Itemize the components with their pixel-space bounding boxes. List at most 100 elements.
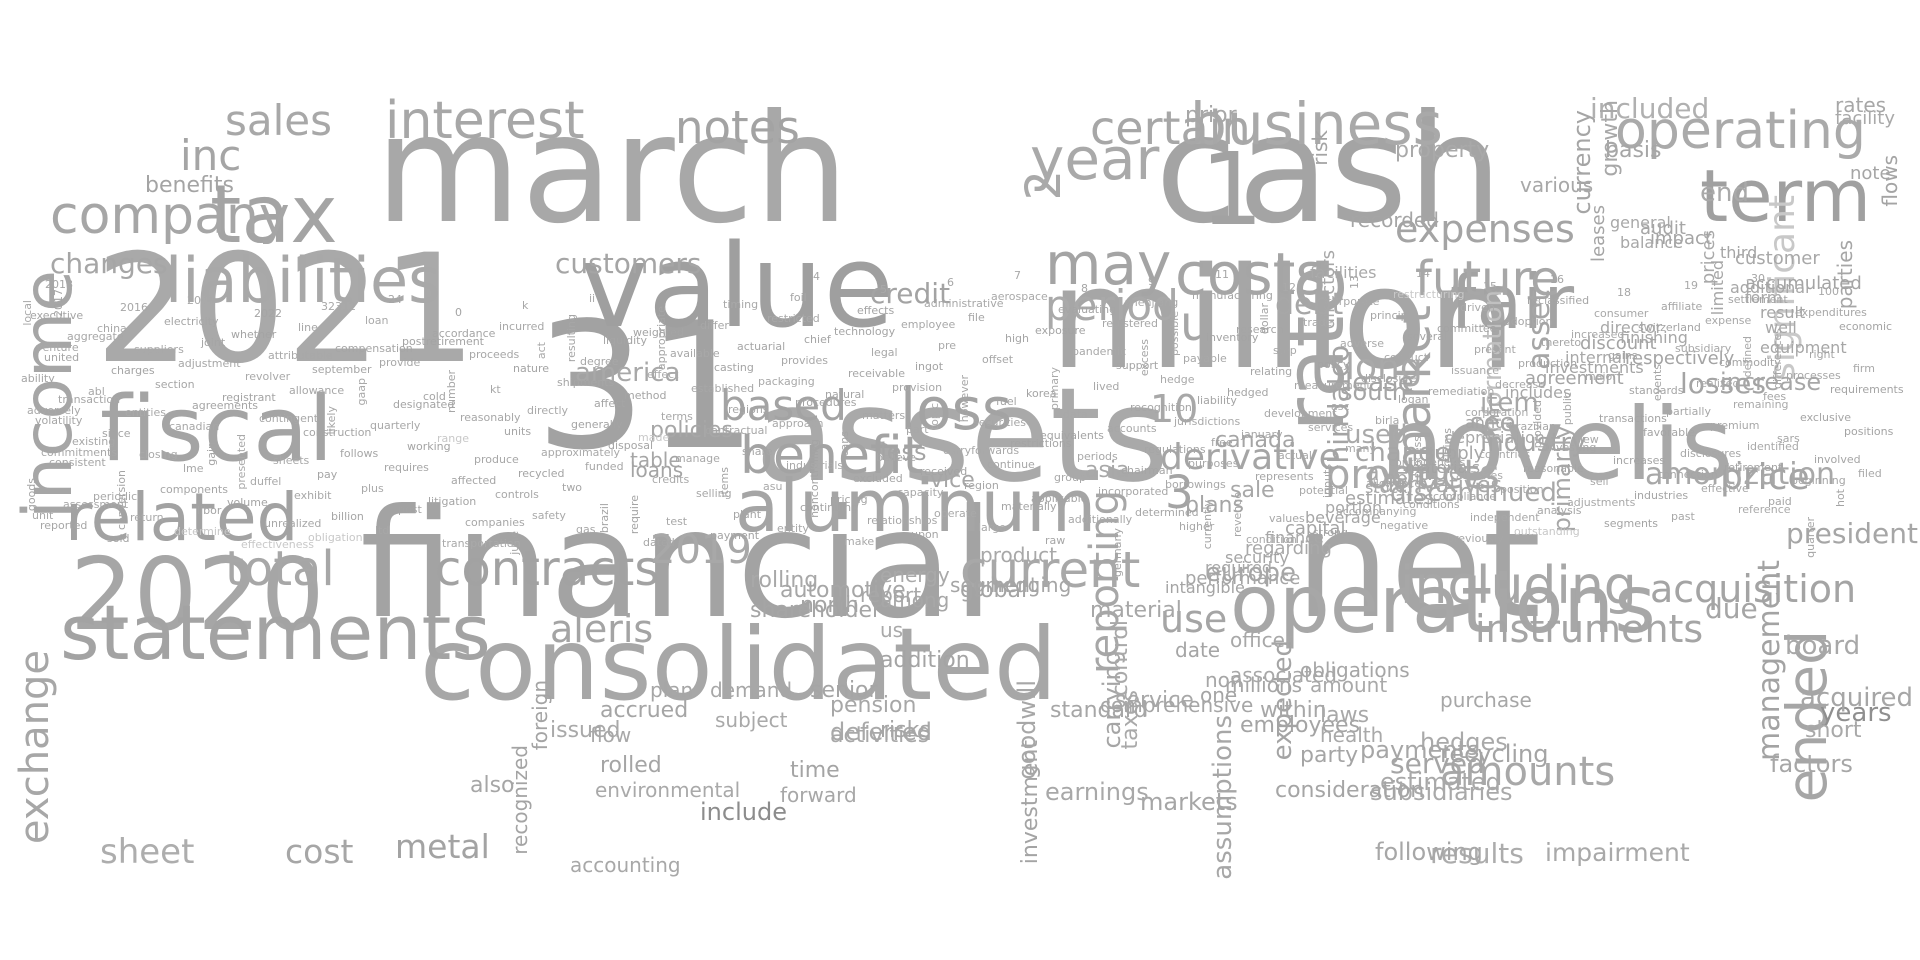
cloud-word: 13: [1348, 275, 1361, 289]
cloud-word: many: [1345, 442, 1376, 455]
cloud-word: change: [1355, 438, 1451, 468]
cloud-word: current: [960, 541, 1141, 599]
cloud-word: standards: [1629, 384, 1684, 397]
cloud-word: well: [1765, 318, 1797, 337]
cloud-word: chairman: [1121, 464, 1173, 477]
cloud-word: industry: [1480, 428, 1587, 458]
cloud-word: production: [1518, 357, 1578, 370]
cloud-word: applicable: [1031, 492, 1088, 505]
cloud-word: fair: [1450, 258, 1575, 346]
cloud-word: strong: [1313, 526, 1349, 539]
cloud-word: earnings: [1045, 778, 1149, 806]
cloud-word: payments: [1360, 736, 1480, 764]
cloud-word: units: [504, 425, 532, 438]
cloud-word: short: [1805, 718, 1862, 743]
cloud-word: identified: [1747, 440, 1799, 453]
cloud-word: working: [407, 440, 451, 453]
cloud-word: effect: [647, 368, 679, 381]
cloud-word: rates: [1835, 93, 1887, 117]
cloud-word: upon: [911, 528, 939, 541]
cloud-word: estimated: [1380, 768, 1501, 796]
cloud-word: cash: [1155, 83, 1503, 257]
cloud-word: brazil: [598, 503, 611, 534]
cloud-word: report: [860, 583, 922, 607]
cloud-word: method: [624, 389, 667, 402]
cloud-word: korea: [1026, 387, 1057, 400]
cloud-word: period: [1045, 281, 1179, 330]
cloud-word: materials: [1405, 458, 1481, 477]
cloud-word: public: [1561, 392, 1574, 426]
cloud-word: portion: [1325, 498, 1383, 517]
cloud-word: adjustments: [1567, 496, 1636, 509]
cloud-word: lease: [1345, 368, 1414, 398]
cloud-word: 7: [1014, 269, 1021, 282]
cloud-word: 10: [1150, 387, 1199, 431]
cloud-word: 2: [1016, 170, 1072, 201]
cloud-word: past: [1671, 510, 1695, 523]
cloud-word: balance: [1620, 233, 1683, 252]
cloud-word: legal: [871, 346, 898, 359]
cloud-word: regarding: [1245, 538, 1332, 559]
cloud-word: included: [1590, 92, 1710, 125]
cloud-word: basis: [1605, 138, 1662, 163]
cloud-word: affected: [451, 474, 497, 487]
cloud-word: march: [375, 83, 849, 257]
cloud-word: rolling: [750, 568, 819, 593]
cloud-word: weighted: [633, 326, 684, 339]
cloud-word: natural: [825, 388, 865, 401]
cloud-word: pricing: [830, 493, 868, 506]
cloud-word: ability: [21, 372, 55, 385]
cloud-word: however: [958, 375, 971, 423]
cloud-word: exchange: [12, 650, 58, 845]
cloud-word: 100: [1818, 285, 1839, 298]
cloud-word: negative: [1380, 519, 1429, 532]
cloud-word: compensation: [335, 342, 413, 355]
cloud-word: controls: [495, 488, 539, 501]
cloud-word: components: [160, 483, 228, 496]
cloud-word: adverse: [1340, 337, 1385, 350]
cloud-word: gaap: [355, 378, 368, 406]
cloud-word: affiliate: [1661, 300, 1703, 313]
cloud-word: cans: [838, 431, 851, 457]
cloud-word: regulations: [1144, 443, 1206, 456]
cloud-word: related: [65, 479, 299, 556]
cloud-word: committee: [1437, 322, 1497, 335]
cloud-word: incurred: [499, 320, 545, 333]
cloud-word: presented: [235, 434, 248, 490]
cloud-word: benefits: [145, 173, 234, 198]
cloud-word: loan: [365, 314, 389, 327]
cloud-word: remaining: [1733, 398, 1789, 411]
cloud-word: business: [1190, 90, 1443, 158]
cloud-word: fuel: [996, 395, 1017, 408]
cloud-word: abl: [88, 385, 105, 398]
cloud-word: 30: [1751, 272, 1765, 285]
cloud-word: used: [1345, 420, 1408, 450]
cloud-word: date: [1175, 638, 1221, 662]
cloud-word: economic: [1839, 320, 1893, 333]
cloud-word: hedging: [990, 573, 1072, 597]
cloud-word: chief: [804, 333, 831, 346]
cloud-word: 3: [1165, 466, 1194, 519]
cloud-word: use: [1160, 597, 1228, 641]
cloud-word: thereto: [1541, 336, 1582, 349]
cloud-word: increase: [1720, 368, 1822, 396]
cloud-word: joint: [201, 336, 226, 349]
cloud-word: pandemic: [1072, 345, 1127, 358]
cloud-word: pension: [830, 693, 917, 718]
cloud-word: postretirement: [402, 335, 484, 348]
cloud-word: available: [670, 347, 720, 360]
cloud-word: 2016: [120, 301, 148, 314]
cloud-word: operations: [1230, 558, 1656, 651]
cloud-word: kt: [490, 383, 501, 396]
cloud-word: technology: [834, 325, 896, 338]
cloud-word: gain: [205, 442, 218, 466]
cloud-word: net: [1295, 478, 1542, 652]
cloud-word: acquisition: [1650, 567, 1857, 611]
cloud-word: aggregate: [67, 330, 124, 343]
cloud-word: finishing: [1620, 328, 1688, 347]
cloud-word: purchase: [1440, 688, 1532, 712]
cloud-word: plans: [1185, 493, 1244, 518]
cloud-word: high: [1005, 332, 1029, 345]
cloud-word: term: [1700, 154, 1871, 238]
